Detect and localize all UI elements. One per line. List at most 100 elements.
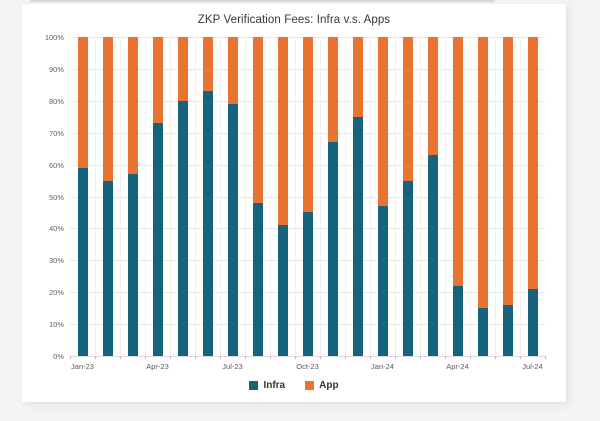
gridline-vertical [245,37,246,356]
x-axis-tick [245,356,246,359]
y-axis-label-30: 30% [48,256,64,266]
bar-segment-app[interactable] [427,37,438,156]
y-axis-label-40: 40% [48,224,64,234]
bar-Jan-24 [370,37,395,356]
bar-segment-app[interactable] [127,37,138,175]
bar-segment-app[interactable] [152,37,163,124]
bar-segment-infra[interactable] [127,174,138,356]
y-axis-label-20: 20% [48,288,64,298]
bar-segment-infra[interactable] [102,180,113,356]
bar-segment-infra[interactable] [502,304,513,356]
bar-segment-infra[interactable] [527,289,538,356]
bar-segment-app[interactable] [377,37,388,207]
bar-May-23 [170,37,195,356]
x-axis-tick [95,356,96,359]
bar-segment-app[interactable] [402,37,413,181]
bar-segment-infra[interactable] [227,104,238,356]
bar-Jun-24 [495,37,520,356]
bar-segment-infra[interactable] [177,100,188,356]
bar-Feb-23 [95,37,120,356]
legend-item-infra[interactable]: Infra [249,380,285,391]
x-axis-tick [170,356,171,359]
legend-item-app[interactable]: App [305,380,339,391]
gridline-vertical [295,37,296,356]
gridline-vertical [220,37,221,356]
x-axis-tick [70,356,71,359]
gridline-vertical [445,37,446,356]
bar-segment-app[interactable] [177,37,188,101]
gridline-vertical [95,37,96,356]
bar-segment-infra[interactable] [477,308,488,356]
bar-May-24 [470,37,495,356]
bar-Oct-23 [295,37,320,356]
bar-segment-infra[interactable] [77,167,88,356]
bar-Aug-23 [245,37,270,356]
bar-segment-infra[interactable] [252,202,263,356]
bar-segment-infra[interactable] [327,142,338,356]
window-top-edge [30,0,495,2]
bar-segment-app[interactable] [527,37,538,290]
bar-segment-app[interactable] [102,37,113,181]
x-axis-tick [370,356,371,359]
gridline-0 [70,356,545,357]
x-axis-label-Jan-24: Jan-24 [371,362,394,371]
bar-segment-app[interactable] [352,37,363,117]
bar-Jul-23 [220,37,245,356]
legend-swatch-app [305,381,315,390]
bar-segment-infra[interactable] [402,180,413,356]
bar-Dec-23 [345,37,370,356]
bar-segment-infra[interactable] [377,206,388,356]
y-axis-label-80: 80% [48,96,64,106]
x-axis-tick [520,356,521,359]
legend-label-infra: Infra [263,380,286,391]
bar-Jul-24 [520,37,545,356]
legend-label-app: App [319,380,339,391]
bar-segment-infra[interactable] [302,212,313,356]
x-axis-label-Apr-24: Apr-24 [446,362,469,371]
bar-Mar-23 [120,37,145,356]
bar-segment-infra[interactable] [152,123,163,356]
bar-segment-app[interactable] [327,37,338,143]
gridline-vertical [420,37,421,356]
y-axis-label-60: 60% [48,160,64,170]
x-axis-label-Jul-23: Jul-23 [222,362,243,371]
bar-segment-infra[interactable] [352,116,363,356]
gridline-vertical [370,37,371,356]
x-axis-label-Jan-23: Jan-23 [71,362,94,371]
gridline-vertical [120,37,121,356]
bar-segment-app[interactable] [477,37,488,309]
x-axis-tick [120,356,121,359]
bar-Apr-23 [145,37,170,356]
x-axis-label-Oct-23: Oct-23 [296,362,319,371]
y-axis-label-50: 50% [48,192,64,202]
y-axis-label-10: 10% [48,320,64,330]
bar-segment-infra[interactable] [452,285,463,356]
gridline-vertical [170,37,171,356]
x-axis-tick [495,356,496,359]
chart-title: ZKP Verification Fees: Infra v.s. Apps [197,14,391,26]
gridline-vertical [495,37,496,356]
y-axis-label-100: 100% [44,33,64,42]
bar-segment-app[interactable] [502,37,513,305]
bar-segment-app[interactable] [252,37,263,203]
bar-segment-app[interactable] [227,37,238,104]
x-axis-tick [295,356,296,359]
bar-segment-app[interactable] [452,37,463,286]
x-axis-tick [395,356,396,359]
bar-segment-infra[interactable] [202,91,213,356]
bar-segment-app[interactable] [277,37,288,226]
bar-segment-app[interactable] [77,37,88,168]
bar-Apr-24 [445,37,470,356]
y-axis-label-70: 70% [48,128,64,138]
bar-Feb-24 [395,37,420,356]
chart-card: ZKP Verification Fees: Infra v.s. Apps 0… [22,4,566,402]
bar-segment-app[interactable] [202,37,213,92]
x-axis-label-Apr-23: Apr-23 [146,362,169,371]
bar-segment-infra[interactable] [427,155,438,356]
chart-legend: Infra App [22,380,566,391]
legend-swatch-infra [249,381,259,390]
bar-segment-infra[interactable] [277,225,288,356]
bar-segment-app[interactable] [302,37,313,213]
gridline-vertical [470,37,471,356]
x-axis-tick [195,356,196,359]
